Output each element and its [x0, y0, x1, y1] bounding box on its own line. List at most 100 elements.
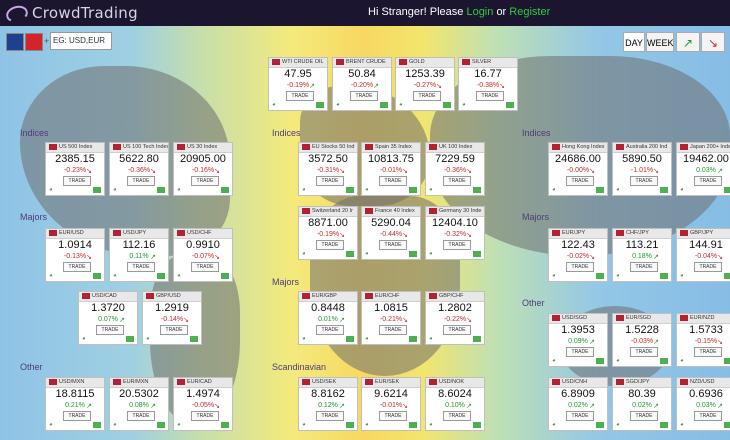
trade-button[interactable]: TRADE — [694, 411, 722, 421]
instrument-card[interactable]: France 40 Index 5290.04 -0.44% ↘ TRADE ◕ — [361, 206, 421, 260]
chart-icon[interactable] — [724, 187, 730, 193]
trade-button[interactable]: TRADE — [191, 176, 219, 186]
trade-button[interactable]: TRADE — [694, 347, 722, 357]
instrument-card[interactable]: Switzerland 20 Ir 8871.00 -0.19% ↘ TRADE ◕ — [298, 206, 358, 260]
add-symbol-icon[interactable]: + — [44, 36, 50, 46]
chart-icon[interactable] — [409, 422, 417, 428]
trade-button[interactable]: TRADE — [127, 176, 155, 186]
instrument-card[interactable]: BRENT CRUDE 50.84 -0.20% ↗ TRADE ◕ — [332, 57, 392, 111]
australia-flag-icon[interactable] — [6, 33, 24, 51]
instrument-card[interactable]: USD/CAD 1.3720 0.07% ↗ TRADE ◕ — [78, 291, 138, 345]
instrument-card[interactable]: SGD/JPY 80.39 0.02% ↗ TRADE ◕ — [612, 377, 672, 431]
trade-button[interactable]: TRADE — [694, 262, 722, 272]
chart-icon[interactable] — [126, 336, 134, 342]
instrument-card[interactable]: USD/SGD 1.3953 0.09% ↗ TRADE ◕ — [548, 313, 608, 367]
instrument-card[interactable]: EUR/GBP 0.8448 0.01% ↗ TRADE ◕ — [298, 291, 358, 345]
trade-button[interactable]: TRADE — [379, 176, 407, 186]
logo[interactable]: CrowdTrading — [4, 2, 138, 25]
chart-icon[interactable] — [473, 422, 481, 428]
trade-button[interactable]: TRADE — [379, 325, 407, 335]
instrument-card[interactable]: USD/CHF 0.9910 -0.07% ↘ TRADE ◕ — [173, 228, 233, 282]
login-link[interactable]: Login — [466, 6, 494, 18]
instrument-card[interactable]: CHF/JPY 113.21 0.18% ↗ TRADE ◕ — [612, 228, 672, 282]
instrument-card[interactable]: USD/JPY 112.16 0.11% ↗ TRADE ◕ — [109, 228, 169, 282]
chart-icon[interactable] — [724, 358, 730, 364]
chart-icon[interactable] — [346, 251, 354, 257]
symbol-search-input[interactable]: EG: USD,EUR — [50, 32, 112, 50]
trade-button[interactable]: TRADE — [316, 325, 344, 335]
trend-down-icon[interactable]: ↘ — [701, 32, 725, 52]
chart-icon[interactable] — [660, 273, 668, 279]
trade-button[interactable]: TRADE — [316, 411, 344, 421]
instrument-card[interactable]: US 100 Tech Index 5622.80 -0.36% ↘ TRADE ◕ — [109, 142, 169, 196]
trade-button[interactable]: TRADE — [566, 176, 594, 186]
trade-button[interactable]: TRADE — [566, 411, 594, 421]
trade-button[interactable]: TRADE — [96, 325, 124, 335]
instrument-card[interactable]: NZD/USD 0.6936 0.03% ↗ TRADE ◕ — [676, 377, 730, 431]
chart-icon[interactable] — [93, 187, 101, 193]
trade-button[interactable]: TRADE — [63, 411, 91, 421]
trade-button[interactable]: TRADE — [63, 176, 91, 186]
chart-icon[interactable] — [596, 358, 604, 364]
trade-button[interactable]: TRADE — [286, 91, 314, 101]
instrument-card[interactable]: EUR/CAD 1.4974 -0.05% ↘ TRADE ◕ — [173, 377, 233, 431]
instrument-card[interactable]: Australia 200 Ind 5890.50 -1.01% ↘ TRADE ◕ — [612, 142, 672, 196]
instrument-card[interactable]: EUR/NZD 1.5733 -0.15% ↘ TRADE ◕ — [676, 313, 730, 367]
chart-icon[interactable] — [157, 273, 165, 279]
trade-button[interactable]: TRADE — [443, 240, 471, 250]
instrument-card[interactable]: USD/CNH 6.8909 0.02% ↗ TRADE ◕ — [548, 377, 608, 431]
chart-icon[interactable] — [596, 273, 604, 279]
instrument-card[interactable]: GBP/USD 1.2919 -0.14% ↘ TRADE ◕ — [142, 291, 202, 345]
instrument-card[interactable]: Japan 200+ Index 19462.00 0.03% ↗ TRADE ◕ — [676, 142, 730, 196]
chart-icon[interactable] — [93, 422, 101, 428]
instrument-card[interactable]: WTI CRUDE OIL 47.95 -0.19% ↗ TRADE ◕ — [268, 57, 328, 111]
instrument-card[interactable]: EUR/USD 1.0914 -0.13% ↘ TRADE ◕ — [45, 228, 105, 282]
chart-icon[interactable] — [157, 422, 165, 428]
trade-button[interactable]: TRADE — [630, 411, 658, 421]
chart-icon[interactable] — [409, 187, 417, 193]
trade-button[interactable]: TRADE — [443, 411, 471, 421]
instrument-card[interactable]: USD/SEK 8.8162 0.12% ↗ TRADE ◕ — [298, 377, 358, 431]
trade-button[interactable]: TRADE — [476, 91, 504, 101]
trade-button[interactable]: TRADE — [413, 91, 441, 101]
chart-icon[interactable] — [473, 336, 481, 342]
chart-icon[interactable] — [346, 187, 354, 193]
instrument-card[interactable]: USD/MXN 18.8115 0.21% ↗ TRADE ◕ — [45, 377, 105, 431]
chart-icon[interactable] — [596, 422, 604, 428]
chart-icon[interactable] — [190, 336, 198, 342]
trade-button[interactable]: TRADE — [694, 176, 722, 186]
trade-button[interactable]: TRADE — [630, 347, 658, 357]
instrument-card[interactable]: USD/NOK 8.6024 0.10% ↗ TRADE ◕ — [425, 377, 485, 431]
chart-icon[interactable] — [221, 187, 229, 193]
instrument-card[interactable]: EUR/MXN 20.5302 0.08% ↗ TRADE ◕ — [109, 377, 169, 431]
trade-button[interactable]: TRADE — [379, 411, 407, 421]
instrument-card[interactable]: EU Stocks 50 Ind 3572.50 -0.31% ↘ TRADE ◕ — [298, 142, 358, 196]
trade-button[interactable]: TRADE — [127, 411, 155, 421]
chart-icon[interactable] — [660, 358, 668, 364]
chart-icon[interactable] — [443, 102, 451, 108]
chart-icon[interactable] — [660, 422, 668, 428]
trade-button[interactable]: TRADE — [63, 262, 91, 272]
chart-icon[interactable] — [346, 336, 354, 342]
chart-icon[interactable] — [596, 187, 604, 193]
instrument-card[interactable]: Hong Kong Index 24686.00 -0.00% ↘ TRADE ◕ — [548, 142, 608, 196]
day-button[interactable]: DAY — [623, 32, 645, 52]
chart-icon[interactable] — [724, 422, 730, 428]
trade-button[interactable]: TRADE — [127, 262, 155, 272]
chart-icon[interactable] — [660, 187, 668, 193]
trade-button[interactable]: TRADE — [566, 347, 594, 357]
instrument-card[interactable]: GBP/CHF 1.2802 -0.22% ↘ TRADE ◕ — [425, 291, 485, 345]
trade-button[interactable]: TRADE — [566, 262, 594, 272]
chart-icon[interactable] — [157, 187, 165, 193]
instrument-card[interactable]: US 500 Index 2385.15 -0.23% ↘ TRADE ◕ — [45, 142, 105, 196]
instrument-card[interactable]: EUR/SGD 1.5228 -0.03% ↗ TRADE ◕ — [612, 313, 672, 367]
trade-button[interactable]: TRADE — [160, 325, 188, 335]
instrument-card[interactable]: US 30 Index 20905.00 -0.16% ↘ TRADE ◕ — [173, 142, 233, 196]
chart-icon[interactable] — [473, 251, 481, 257]
switzerland-flag-icon[interactable] — [25, 33, 43, 51]
instrument-card[interactable]: EUR/SEK 9.6214 -0.01% ↘ TRADE ◕ — [361, 377, 421, 431]
trade-button[interactable]: TRADE — [630, 262, 658, 272]
chart-icon[interactable] — [93, 273, 101, 279]
trade-button[interactable]: TRADE — [379, 240, 407, 250]
trade-button[interactable]: TRADE — [443, 176, 471, 186]
